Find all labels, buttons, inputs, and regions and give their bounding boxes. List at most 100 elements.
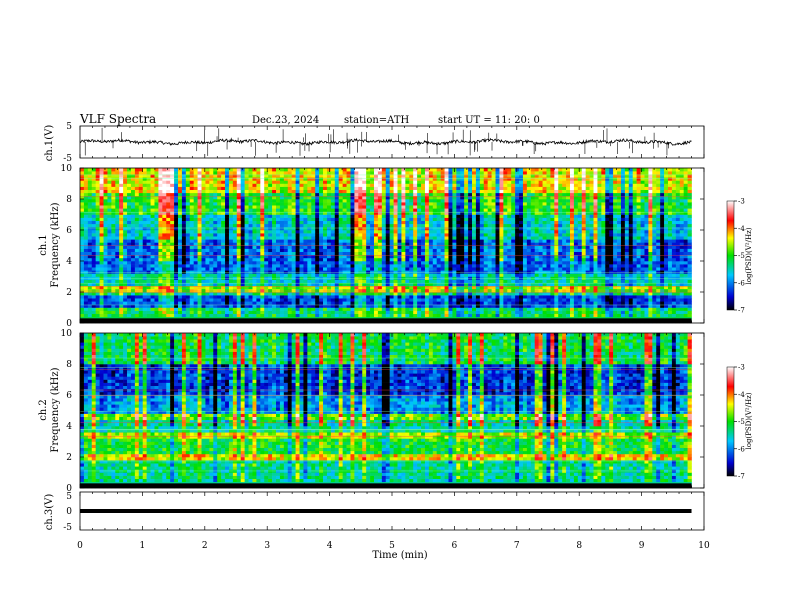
spectrogram-cell <box>370 239 375 243</box>
spectrogram-cell <box>268 288 273 293</box>
spectrogram-cell <box>397 248 402 252</box>
spectrogram-cell <box>272 186 277 190</box>
spectrogram-cell <box>460 177 465 181</box>
spectrogram-cell <box>464 279 469 283</box>
spectrogram-cell <box>154 233 159 237</box>
spectrogram-cell <box>338 171 343 175</box>
spectrogram-cell <box>130 168 136 172</box>
spectrogram-cell <box>228 288 234 293</box>
spectrogram-cell <box>452 270 457 274</box>
spectrogram-cell <box>421 180 426 184</box>
spectrogram-cell <box>123 310 128 314</box>
spectrogram-cell <box>181 183 187 187</box>
spectrogram-cell <box>342 257 347 262</box>
spectrogram-cell <box>424 282 430 287</box>
spectrogram-cell <box>362 214 367 218</box>
spectrogram-cell <box>428 279 434 283</box>
spectrogram-cell <box>436 205 441 209</box>
spectrogram-cell <box>291 292 296 296</box>
spectrogram-cell <box>315 236 320 240</box>
spectrogram-cell <box>130 310 136 314</box>
spectrogram-cell <box>401 168 406 172</box>
spectrogram-cell <box>358 310 363 314</box>
spectrogram-cell <box>460 288 465 293</box>
spectrogram-cell <box>307 254 312 259</box>
spectrogram-cell <box>448 195 453 200</box>
spectrogram-cell <box>225 180 230 184</box>
spectrogram-cell <box>326 217 332 221</box>
spectrogram-cell <box>409 183 414 187</box>
spectrogram-cell <box>448 285 453 290</box>
spectrogram-cell <box>272 257 277 262</box>
spectrogram-cell <box>334 168 340 172</box>
spectrogram-cell <box>174 192 179 197</box>
spectrogram-cell <box>252 301 257 305</box>
spectrogram-cell <box>295 174 300 178</box>
spectrogram-cell <box>268 298 273 302</box>
spectrogram-cell <box>287 273 292 277</box>
spectrogram-cell <box>150 180 155 184</box>
spectrogram-cell <box>424 304 430 308</box>
spectrogram-cell <box>174 174 179 178</box>
spectrogram-cell <box>417 298 422 302</box>
spectrogram-cell <box>87 270 93 274</box>
spectrogram-cell <box>428 298 434 302</box>
spectrogram-cell <box>424 307 430 311</box>
spectrogram-cell <box>193 304 198 308</box>
spectrogram-cell <box>83 288 89 293</box>
spectrogram-cell <box>123 214 128 218</box>
spectrogram-cell <box>264 183 269 187</box>
spectrogram-cell <box>279 217 285 221</box>
spectrogram-cell <box>228 279 234 283</box>
spectrogram-cell <box>99 214 104 218</box>
spectrogram-cell <box>366 220 371 225</box>
spectrogram-cell <box>178 223 183 228</box>
spectrogram-cell <box>272 313 277 318</box>
spectrogram-cell <box>201 276 206 280</box>
spectrogram-cell <box>389 301 394 305</box>
spectrogram-cell <box>201 208 206 212</box>
spectrogram-cell <box>440 239 445 243</box>
spectrogram-cell <box>119 248 124 252</box>
spectrogram-cell <box>354 273 359 277</box>
spectrogram-cell <box>181 242 187 246</box>
spectrogram-cell <box>252 273 257 277</box>
spectrogram-cell <box>326 214 332 218</box>
spectrogram-cell <box>154 192 159 197</box>
spectrogram-cell <box>189 177 194 181</box>
spectrogram-cell <box>225 310 230 314</box>
spectrogram-cell <box>295 205 300 209</box>
spectrogram-cell <box>444 273 449 277</box>
spectrogram-cell <box>421 273 426 277</box>
spectrogram-cell <box>99 171 104 175</box>
spectrogram-cell <box>115 226 120 231</box>
spectrogram-cell <box>409 242 414 246</box>
spectrogram-cell <box>268 171 273 175</box>
spectrogram-cell <box>405 273 410 277</box>
spectrogram-cell <box>80 292 85 296</box>
spectrogram-cell <box>178 301 183 305</box>
spectrogram-cell <box>366 264 371 268</box>
spectrogram-cell <box>209 267 214 271</box>
spectrogram-cell <box>236 180 242 184</box>
spectrogram-cell <box>385 195 390 200</box>
spectrogram-cell <box>444 264 449 268</box>
spectrogram-cell <box>452 254 457 259</box>
spectrogram-cell <box>440 220 445 225</box>
spectrogram-cell <box>319 230 324 234</box>
spectrogram-cell <box>405 279 410 283</box>
spectrogram-cell <box>405 239 410 243</box>
spectrogram-cell <box>130 304 136 308</box>
spectrogram-cell <box>381 288 387 293</box>
spectrogram-cell <box>319 189 324 194</box>
spectrogram-cell <box>401 220 406 225</box>
spectrogram-cell <box>256 254 261 259</box>
spectrogram-cell <box>134 195 140 200</box>
spectrogram-cell <box>244 267 249 271</box>
spectrogram-cell <box>138 217 144 221</box>
spectrogram-cell <box>244 242 249 246</box>
spectrogram-cell <box>99 177 104 181</box>
spectrogram-cell <box>350 230 355 234</box>
spectrogram-cell <box>80 245 85 249</box>
spectrogram-cell <box>417 242 422 246</box>
